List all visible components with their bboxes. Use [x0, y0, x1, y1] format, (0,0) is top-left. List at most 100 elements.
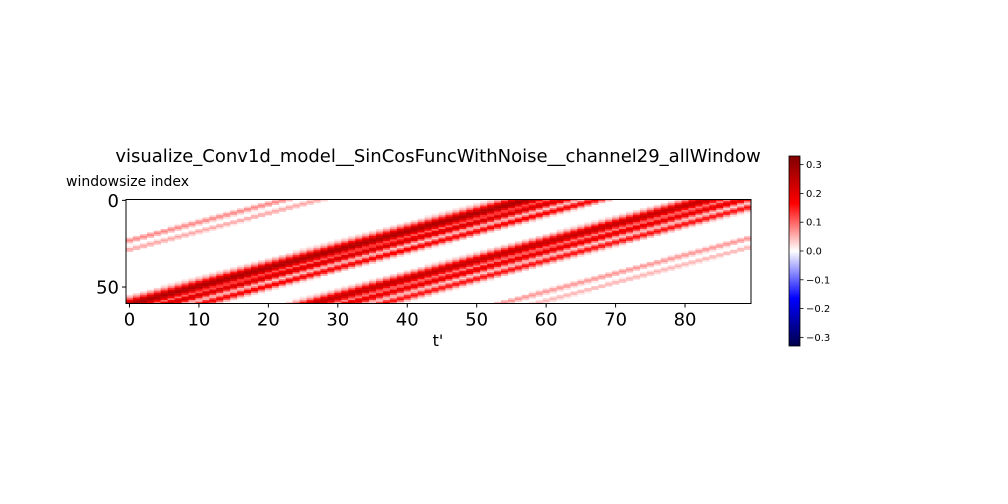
- heatmap-cell: [556, 249, 564, 252]
- heatmap-cell: [167, 282, 175, 285]
- heatmap-cell: [487, 204, 495, 207]
- colorbar-tick-label: −0.1: [806, 275, 830, 286]
- heatmap-cell: [237, 284, 245, 287]
- heatmap-cell: [459, 270, 467, 273]
- heatmap-cell: [438, 234, 446, 237]
- heatmap-cell: [389, 241, 398, 244]
- heatmap-cell: [605, 244, 613, 247]
- heatmap-cell: [494, 209, 502, 212]
- heatmap-cell: [702, 206, 710, 209]
- heatmap-cell: [612, 282, 620, 285]
- heatmap-cell: [487, 249, 495, 252]
- heatmap-cell: [341, 248, 349, 251]
- heatmap-cell: [403, 230, 411, 233]
- heatmap-cell: [681, 227, 689, 230]
- heatmap-cell: [639, 208, 648, 211]
- heatmap-cell: [341, 300, 349, 303]
- heatmap-cell: [723, 202, 731, 205]
- heatmap-cell: [452, 263, 460, 266]
- heatmap-cell: [438, 263, 446, 266]
- heatmap-cell: [167, 293, 175, 296]
- heatmap-cell: [355, 287, 363, 290]
- heatmap-cell: [445, 287, 453, 290]
- heatmap-cell: [334, 251, 342, 254]
- heatmap-cell: [459, 277, 467, 280]
- heatmap-cell: [146, 289, 155, 292]
- heatmap-cell: [556, 230, 564, 233]
- heatmap-cell: [341, 289, 349, 292]
- heatmap-cell: [473, 274, 481, 277]
- heatmap-cell: [681, 223, 689, 226]
- heatmap-cell: [473, 208, 481, 211]
- heatmap-cell: [653, 261, 661, 264]
- heatmap-cell: [681, 209, 689, 212]
- heatmap-cell: [452, 209, 460, 212]
- heatmap-cell: [167, 291, 175, 294]
- heatmap-cell: [487, 256, 495, 259]
- heatmap-cell: [403, 289, 411, 292]
- heatmap-cell: [507, 208, 516, 211]
- heatmap-cell: [577, 241, 585, 244]
- heatmap-cell: [445, 263, 453, 266]
- heatmap-cell: [209, 279, 217, 282]
- heatmap-cell: [271, 258, 280, 261]
- heatmap-cell: [466, 218, 474, 221]
- heatmap-cell: [521, 216, 530, 219]
- heatmap-cell: [320, 265, 328, 268]
- heatmap-cell: [528, 248, 536, 251]
- heatmap-cell: [299, 298, 307, 301]
- heatmap-cell: [362, 293, 370, 296]
- heatmap-cell: [709, 248, 717, 251]
- heatmap-cell: [181, 296, 189, 299]
- heatmap-cell: [362, 282, 370, 285]
- heatmap-cell: [327, 251, 335, 254]
- heatmap-cell: [605, 284, 613, 287]
- heatmap-cell: [521, 244, 530, 247]
- heatmap-cell: [660, 256, 668, 259]
- heatmap-cell: [737, 249, 745, 252]
- heatmap-cell: [535, 260, 543, 263]
- heatmap-cell: [563, 241, 571, 244]
- heatmap-cell: [660, 216, 668, 219]
- heatmap-cell: [382, 300, 391, 303]
- heatmap-cell: [417, 296, 425, 299]
- heatmap-cell: [507, 263, 516, 266]
- heatmap-cell: [487, 201, 495, 204]
- heatmap-cell: [542, 239, 550, 242]
- heatmap-cell: [445, 235, 453, 238]
- heatmap-cell: [237, 275, 245, 278]
- heatmap-cell: [681, 222, 689, 225]
- heatmap-cell: [132, 296, 141, 299]
- heatmap-cell: [230, 298, 238, 301]
- heatmap-cell: [299, 274, 307, 277]
- heatmap-cell: [369, 293, 377, 296]
- heatmap-cell: [466, 215, 474, 218]
- heatmap-cell: [410, 241, 418, 244]
- heatmap-cell: [466, 227, 474, 230]
- heatmap-cell: [237, 222, 245, 225]
- heatmap-cell: [417, 274, 425, 277]
- heatmap-cell: [369, 280, 377, 283]
- heatmap-cell: [403, 237, 411, 240]
- heatmap-cell: [431, 228, 439, 231]
- heatmap-cell: [605, 222, 613, 225]
- heatmap-cell: [244, 286, 252, 289]
- heatmap-cell: [341, 260, 349, 263]
- heatmap-cell: [584, 225, 592, 228]
- heatmap-cell: [459, 230, 467, 233]
- heatmap-cell: [244, 277, 252, 280]
- heatmap-cell: [445, 284, 453, 287]
- heatmap-cell: [216, 213, 224, 216]
- heatmap-cell: [521, 199, 530, 202]
- colorbar-ticks: 0.30.20.10.0−0.1−0.2−0.3: [800, 160, 830, 344]
- heatmap-cell: [167, 300, 175, 303]
- heatmap-cell: [438, 286, 446, 289]
- heatmap-cell: [195, 296, 203, 299]
- heatmap-cell: [271, 272, 280, 275]
- heatmap-cell: [160, 241, 168, 244]
- heatmap-cell: [556, 211, 564, 214]
- heatmap-cell: [251, 286, 259, 289]
- heatmap-cell: [264, 258, 273, 261]
- heatmap-cell: [466, 275, 474, 278]
- heatmap-cell: [702, 220, 710, 223]
